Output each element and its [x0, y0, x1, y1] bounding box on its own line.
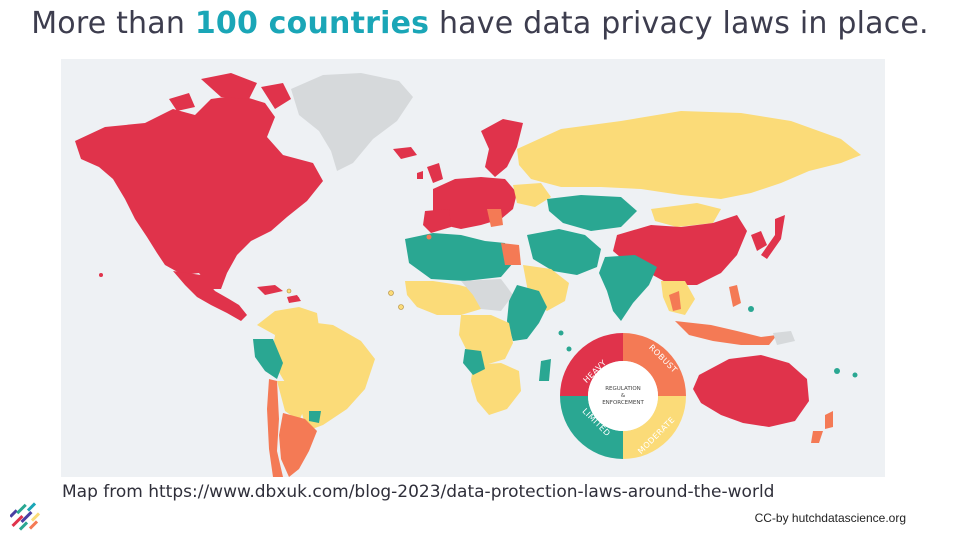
west-africa [405, 281, 481, 315]
title-before: More than [31, 6, 195, 41]
uruguay [309, 411, 321, 423]
colombia-venezuela [257, 307, 319, 335]
legend-segment-moderate [623, 396, 686, 459]
legend-segment-heavy [560, 333, 623, 396]
island-dot [748, 306, 754, 312]
east-africa [507, 285, 547, 341]
island-dot [99, 273, 103, 277]
title-highlight: 100 countries [194, 6, 430, 41]
bolivia-paraguay [277, 381, 307, 421]
legend-center-circle [588, 361, 658, 431]
mongolia [651, 203, 721, 227]
australia [693, 355, 809, 427]
russia [517, 111, 861, 199]
legend-center-line3: ENFORCEMENT [602, 400, 644, 406]
island-dot [566, 346, 572, 352]
legend-center-line1: REGULATION [605, 386, 641, 392]
middle-east [527, 229, 601, 275]
peru [253, 339, 283, 379]
madagascar [539, 359, 551, 381]
world-map-svg: HEAVY ROBUST MODERATE LIMITED REGULATION… [61, 59, 885, 477]
island-dot [388, 290, 394, 296]
india [599, 255, 657, 321]
map-source-caption: Map from https://www.dbxuk.com/blog-2023… [62, 482, 775, 502]
thailand [669, 291, 681, 311]
new-zealand [811, 411, 833, 443]
ukraine [513, 183, 551, 207]
island-dot [834, 368, 840, 374]
arctic-islands [169, 73, 291, 111]
legend-center-line2: & [621, 393, 626, 399]
argentina [279, 413, 317, 477]
island-dot [852, 372, 858, 378]
sahel [461, 279, 513, 311]
island-dot [558, 330, 564, 336]
chile [267, 379, 283, 477]
north-america [75, 95, 323, 289]
balkans [487, 209, 503, 227]
island-dot [426, 234, 432, 240]
philippines [729, 285, 741, 307]
island-dot [286, 288, 292, 294]
iberia [423, 209, 451, 233]
angola [463, 349, 485, 375]
north-africa [405, 233, 513, 281]
island-dot [294, 296, 300, 302]
indonesia [675, 321, 777, 345]
hutch-logo [10, 502, 41, 531]
korea-japan [751, 215, 785, 259]
caribbean [257, 285, 301, 303]
legend-segment-robust [623, 333, 686, 396]
slide-title: More than 100 countries have data privac… [0, 6, 960, 41]
brazil [271, 321, 375, 431]
kazakhstan [547, 195, 637, 231]
scandinavia [481, 119, 523, 177]
greenland [291, 73, 413, 171]
island-dot [398, 304, 404, 310]
mexico [173, 271, 247, 321]
iceland [393, 147, 417, 159]
papua [773, 331, 795, 345]
legend-donut: HEAVY ROBUST MODERATE LIMITED REGULATION… [560, 333, 686, 459]
license-credit: CC-by hutchdatascience.org [754, 511, 906, 525]
egypt [501, 243, 521, 265]
title-after: have data privacy laws in place. [429, 6, 929, 41]
uk-ireland [417, 163, 443, 183]
southern-africa [471, 363, 521, 415]
world-map: HEAVY ROBUST MODERATE LIMITED REGULATION… [61, 59, 885, 477]
legend-segment-limited [560, 396, 623, 459]
